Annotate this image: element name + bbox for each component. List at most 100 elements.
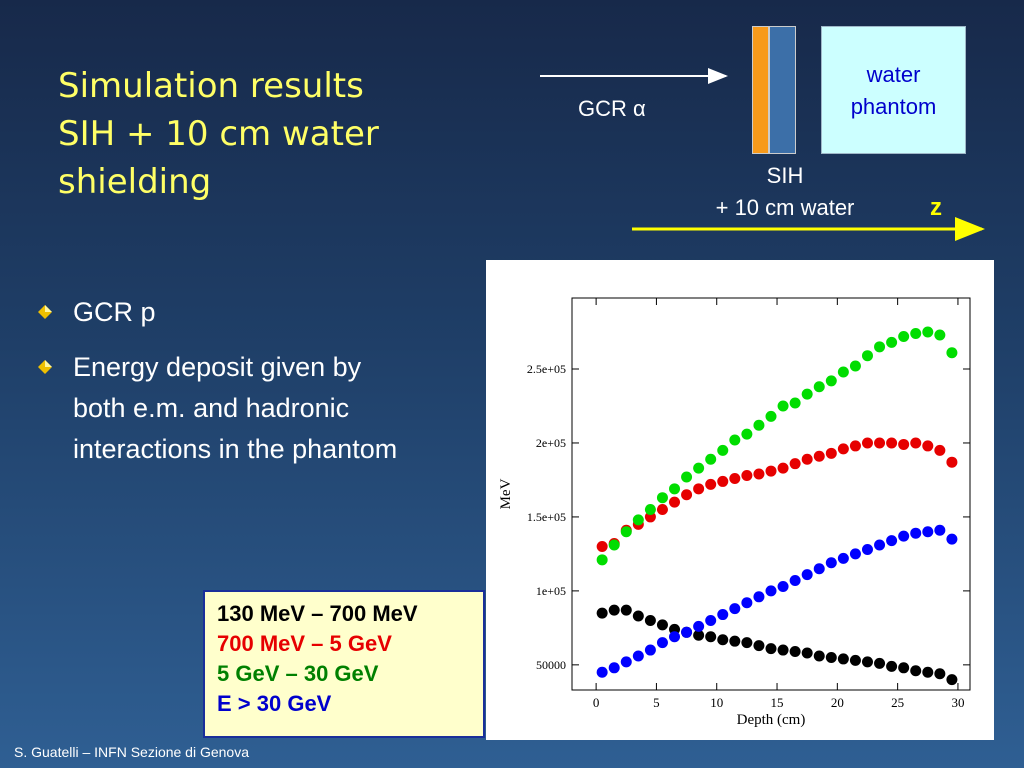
data-point bbox=[837, 552, 849, 564]
x-tick-label: 30 bbox=[951, 695, 964, 710]
data-point bbox=[789, 458, 801, 470]
data-point bbox=[765, 585, 777, 597]
y-tick-label: 50000 bbox=[536, 658, 566, 672]
data-point bbox=[669, 496, 681, 508]
data-point bbox=[910, 437, 922, 449]
data-point bbox=[837, 443, 849, 455]
data-point bbox=[741, 637, 753, 649]
legend-entry: 5 GeV – 30 GeV bbox=[217, 661, 379, 686]
data-point bbox=[608, 539, 620, 551]
data-point bbox=[813, 381, 825, 393]
y-tick-label: 2.5e+05 bbox=[527, 362, 566, 376]
data-point bbox=[934, 444, 946, 456]
data-point bbox=[705, 614, 717, 626]
x-tick-label: 20 bbox=[831, 695, 844, 710]
shield-label-line-2: + 10 cm water bbox=[715, 195, 855, 220]
data-point bbox=[861, 437, 873, 449]
bullet-item: Energy deposit given by both e.m. and ha… bbox=[36, 347, 496, 470]
data-point bbox=[861, 350, 873, 362]
data-point bbox=[934, 668, 946, 680]
data-point bbox=[777, 580, 789, 592]
data-point bbox=[898, 530, 910, 542]
data-point bbox=[813, 650, 825, 662]
data-point bbox=[620, 656, 632, 668]
data-point bbox=[717, 475, 729, 487]
data-point bbox=[825, 375, 837, 387]
legend-entry: E > 30 GeV bbox=[217, 691, 332, 716]
data-point bbox=[620, 526, 632, 538]
data-point bbox=[608, 604, 620, 616]
x-axis-label: Depth (cm) bbox=[737, 712, 806, 728]
bullet-item: GCR p bbox=[36, 292, 496, 333]
data-point bbox=[825, 447, 837, 459]
bullet-text-line: both e.m. and hadronic bbox=[73, 393, 350, 423]
data-point bbox=[922, 326, 934, 338]
legend-entry: 130 MeV – 700 MeV bbox=[217, 601, 418, 626]
data-point bbox=[741, 428, 753, 440]
data-point bbox=[741, 597, 753, 609]
data-point bbox=[608, 662, 620, 674]
data-point bbox=[849, 440, 861, 452]
y-tick-label: 2e+05 bbox=[536, 436, 566, 450]
data-point bbox=[669, 631, 681, 643]
data-point bbox=[910, 527, 922, 539]
x-tick-label: 10 bbox=[710, 695, 723, 710]
x-tick-label: 0 bbox=[593, 695, 600, 710]
data-point bbox=[801, 647, 813, 659]
data-point bbox=[596, 666, 608, 678]
data-point bbox=[946, 674, 958, 686]
data-point bbox=[922, 666, 934, 678]
data-point bbox=[753, 640, 765, 652]
data-point bbox=[741, 470, 753, 482]
data-point bbox=[886, 336, 898, 348]
data-point bbox=[717, 609, 729, 621]
diamond-bullet-icon bbox=[38, 360, 52, 374]
data-point bbox=[753, 419, 765, 431]
data-point bbox=[898, 438, 910, 450]
data-point bbox=[632, 650, 644, 662]
title-line-1: Simulation results bbox=[58, 66, 364, 106]
data-point bbox=[717, 444, 729, 456]
y-tick-label: 1.5e+05 bbox=[527, 510, 566, 524]
data-point bbox=[849, 360, 861, 372]
data-point bbox=[813, 450, 825, 462]
legend-entry: 700 MeV – 5 GeV bbox=[217, 631, 392, 656]
beam-label: GCR α bbox=[578, 96, 646, 121]
bullet-text: GCR p bbox=[73, 297, 156, 327]
data-point bbox=[765, 465, 777, 477]
shield-label: SIH + 10 cm water bbox=[690, 160, 880, 224]
x-tick-label: 25 bbox=[891, 695, 904, 710]
slide-title: Simulation results SIH + 10 cm water shi… bbox=[58, 62, 478, 206]
data-point bbox=[825, 651, 837, 663]
data-point bbox=[874, 341, 886, 353]
data-point bbox=[620, 604, 632, 616]
data-point bbox=[789, 646, 801, 658]
data-point bbox=[837, 653, 849, 665]
y-axis-label: MeV bbox=[498, 478, 514, 509]
data-point bbox=[934, 524, 946, 536]
data-point bbox=[656, 637, 668, 649]
data-point bbox=[801, 453, 813, 465]
data-point bbox=[777, 644, 789, 656]
data-point bbox=[681, 471, 693, 483]
data-point bbox=[693, 462, 705, 474]
data-point bbox=[596, 607, 608, 619]
data-point bbox=[922, 440, 934, 452]
data-point bbox=[946, 456, 958, 468]
data-point bbox=[934, 329, 946, 341]
data-point bbox=[910, 665, 922, 677]
z-axis-label: z bbox=[930, 194, 942, 221]
data-point bbox=[777, 462, 789, 474]
footer-credit: S. Guatelli – INFN Sezione di Genova bbox=[14, 744, 250, 760]
data-point bbox=[705, 453, 717, 465]
x-tick-label: 15 bbox=[771, 695, 784, 710]
shield-label-line-1: SIH bbox=[766, 163, 804, 188]
data-point bbox=[874, 437, 886, 449]
data-point bbox=[656, 619, 668, 631]
data-point bbox=[729, 635, 741, 647]
phantom-label-line-2: phantom bbox=[850, 94, 937, 119]
bullet-text-line: interactions in the phantom bbox=[73, 434, 398, 464]
data-point bbox=[693, 629, 705, 641]
data-point bbox=[861, 543, 873, 555]
data-point bbox=[922, 526, 934, 538]
